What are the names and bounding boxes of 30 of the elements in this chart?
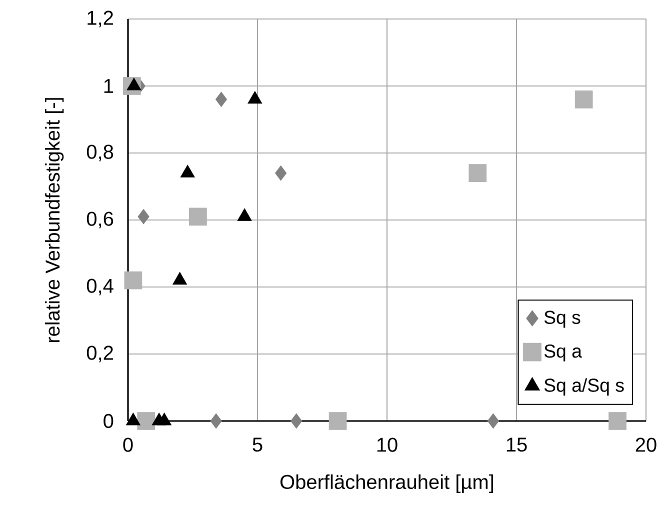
point xyxy=(215,92,228,107)
point xyxy=(608,412,626,430)
point xyxy=(210,413,222,429)
point xyxy=(138,209,150,224)
y-tick-label: 0,4 xyxy=(86,278,114,296)
x-tick-label: 10 xyxy=(377,438,398,452)
x-tick-label: 5 xyxy=(252,438,262,452)
x-tick-label: 20 xyxy=(636,438,656,452)
y-tick-label: 0,2 xyxy=(86,346,113,362)
point xyxy=(574,90,593,108)
y-tick-label: 1,2 xyxy=(88,10,113,28)
point xyxy=(487,413,499,429)
point xyxy=(468,164,487,182)
x-axis-title: Oberflächenrauheit [µm] xyxy=(280,474,493,493)
legend-label: Sq a/Sq s xyxy=(544,378,624,396)
y-tick-label: 0,8 xyxy=(86,144,114,162)
x-tick-label: 0 xyxy=(123,438,133,452)
y-tick-label: 1 xyxy=(104,79,113,93)
point xyxy=(124,271,142,290)
point xyxy=(137,412,156,430)
point xyxy=(188,208,207,226)
y-tick-label: 0,6 xyxy=(86,212,114,228)
point xyxy=(290,413,302,429)
y-tick-label: 0 xyxy=(104,414,114,428)
x-tick-label: 15 xyxy=(506,438,527,452)
point xyxy=(275,165,287,181)
point xyxy=(328,412,347,430)
legend-label: Sq s xyxy=(544,310,580,328)
legend-label: Sq a xyxy=(544,344,582,362)
y-axis-title: relative Verbundfestigkeit [-] xyxy=(45,98,64,342)
